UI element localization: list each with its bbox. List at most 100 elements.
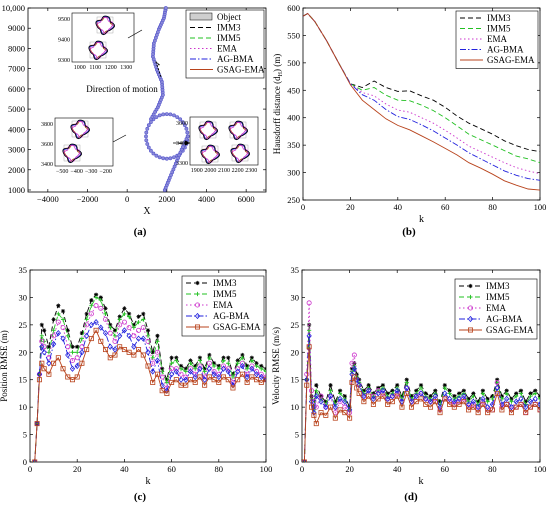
series-marker [84,311,89,316]
x-tick-label: 20 [73,464,82,474]
x-tick-label: 100 [260,464,273,474]
series-marker [461,388,466,393]
series-marker [437,404,443,411]
series-marker [235,366,241,372]
series-marker [328,404,334,410]
series-marker [494,390,500,396]
series-marker [50,340,57,348]
series-marker [207,352,212,358]
series-marker [211,363,217,369]
caption-a: (a) [134,226,147,238]
series-marker [380,383,386,388]
series-marker [117,332,123,339]
legend-marker [467,305,473,311]
series-marker [145,363,151,369]
series-marker [254,361,259,366]
series-marker [485,404,491,411]
series-marker [51,317,56,322]
y-tick-label: 15 [291,375,300,385]
legend-marker [194,312,201,320]
series-marker [32,458,38,462]
series-marker [183,376,189,383]
trajectory-point [161,156,166,161]
series-marker [197,363,203,369]
series-marker [504,395,510,403]
series-marker [102,329,109,337]
series-marker [216,366,221,371]
series-marker [225,368,231,375]
series-marker [528,391,533,396]
series-marker [169,379,175,385]
series-marker [504,391,509,396]
series-marker [263,376,266,383]
series-marker [471,391,476,396]
inset-shape [230,143,250,164]
trajectory-point [157,155,162,160]
series-marker [323,404,329,411]
series-marker [74,374,80,380]
series-marker [69,358,75,364]
legend-label: AG-BMA [217,54,254,64]
series-marker [88,311,94,317]
y-tick-label: 9000 [8,23,25,33]
series-marker [169,366,175,372]
series-marker [389,393,396,400]
series-marker [112,333,118,338]
x-tick-label: 0 [300,464,304,474]
series-marker [304,382,310,388]
series-marker [404,377,409,382]
series-marker [65,328,70,333]
series-marker [221,363,227,369]
y-axis-label-end: ) (m) [272,54,282,72]
series-marker [121,347,127,353]
series-marker [366,387,372,394]
trajectory-point [164,112,169,117]
series-marker [34,421,40,427]
y-tick-label: 300 [287,168,300,178]
series-marker [51,360,57,366]
series-marker [466,396,471,402]
series-marker [121,327,128,334]
series-marker [249,358,254,363]
series-marker [306,344,312,350]
series-marker [356,390,362,396]
series-marker [309,388,315,394]
x-tick-label: 4000 [198,194,215,204]
series-marker [328,388,333,393]
series-marker [131,325,136,330]
series-marker [432,399,438,405]
series-marker [154,357,161,364]
series-marker [135,335,142,342]
x-tick-label: 100 [534,202,547,212]
series-line [34,305,266,462]
series-marker [131,343,137,350]
series-marker [93,292,99,297]
inset-shape [70,119,90,140]
y-tick-label: 25 [291,320,300,330]
inset-x-tick: −300 [85,169,97,175]
series-marker [221,374,227,380]
series-marker [523,404,529,411]
series-marker [202,369,207,374]
inset-y-tick: 9300 [58,58,70,64]
inset-pointer [112,134,127,143]
series-line [34,294,266,462]
series-marker [235,361,240,366]
y-tick-label: 250 [287,195,300,205]
series-marker [160,366,165,371]
series-marker [523,410,529,416]
trajectory-point [178,117,183,122]
series-marker [131,352,137,358]
x-tick-label: 0 [301,202,305,212]
series-marker [103,306,108,311]
series-marker [380,387,386,394]
inset-shape [62,143,82,164]
series-marker [423,401,429,407]
series-marker [41,366,47,372]
series-marker [342,394,347,399]
trajectory-point [161,112,166,117]
inset-pointer [127,29,143,39]
series-marker [117,344,123,350]
series-marker [225,377,231,383]
series-marker [56,311,61,316]
